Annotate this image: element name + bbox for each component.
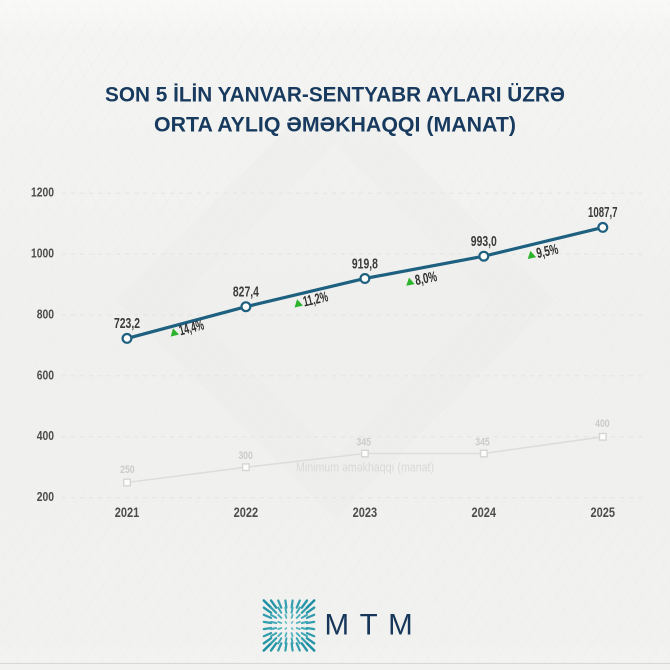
svg-text:9,5%: 9,5% [535, 242, 560, 262]
svg-text:1087,7: 1087,7 [588, 205, 618, 221]
svg-text:Minimum əməkhaqqı (manat): Minimum əməkhaqqı (manat) [296, 461, 434, 475]
svg-text:345: 345 [357, 437, 372, 449]
svg-text:1200: 1200 [31, 185, 54, 200]
svg-text:8,0%: 8,0% [414, 269, 439, 289]
svg-text:723,2: 723,2 [114, 316, 140, 332]
svg-text:2025: 2025 [591, 505, 616, 520]
svg-text:400: 400 [595, 418, 610, 430]
svg-text:800: 800 [37, 306, 54, 321]
svg-text:MTM: MTM [325, 609, 424, 642]
svg-text:ORTA AYLIQ ƏMƏKHAQQI (MANAT): ORTA AYLIQ ƏMƏKHAQQI (MANAT) [154, 113, 516, 137]
svg-text:2022: 2022 [234, 505, 259, 520]
svg-text:2021: 2021 [115, 505, 140, 520]
svg-text:827,4: 827,4 [233, 285, 259, 301]
svg-text:345: 345 [475, 437, 490, 449]
svg-text:2024: 2024 [472, 505, 497, 520]
svg-text:250: 250 [120, 464, 135, 476]
svg-text:SON 5 İLİN YANVAR-SENTYABR AYL: SON 5 İLİN YANVAR-SENTYABR AYLARI ÜZRƏ [105, 82, 565, 107]
svg-text:200: 200 [37, 489, 54, 504]
svg-text:14,4%: 14,4% [177, 317, 205, 339]
svg-text:993,0: 993,0 [471, 234, 497, 250]
svg-text:919,8: 919,8 [352, 256, 378, 272]
svg-text:2023: 2023 [353, 505, 378, 520]
svg-text:400: 400 [37, 428, 54, 443]
svg-text:1000: 1000 [31, 246, 54, 261]
svg-text:11,2%: 11,2% [302, 289, 330, 310]
svg-text:300: 300 [238, 450, 253, 462]
svg-text:600: 600 [37, 367, 54, 382]
